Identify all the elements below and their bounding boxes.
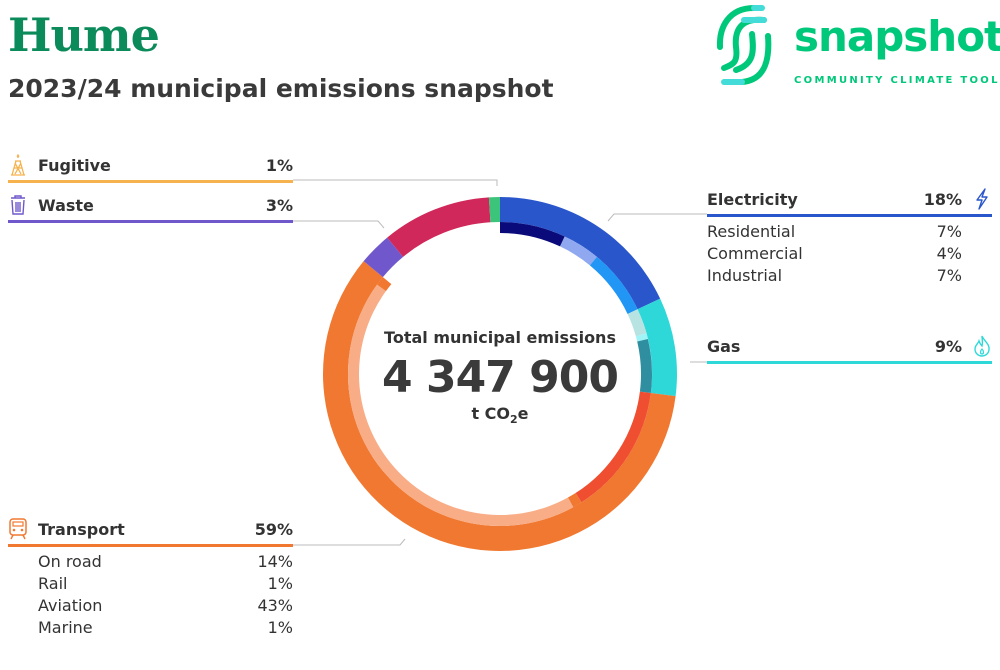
- donut-segment-gas: [637, 298, 677, 397]
- donut-segment-residential: [500, 222, 565, 247]
- lightning-icon: [976, 188, 988, 210]
- sub-label: Rail: [38, 574, 68, 593]
- sub-pct: 1%: [267, 574, 293, 593]
- sub-pct: 7%: [936, 222, 962, 241]
- total-label: Total municipal emissions: [384, 328, 616, 347]
- sub-label: Industrial: [707, 266, 783, 285]
- legend-sub-item: Aviation 43%: [8, 594, 293, 616]
- donut-segment-unlabeled: [387, 197, 491, 257]
- legend-pct: 1%: [265, 156, 293, 175]
- legend-pct: 9%: [934, 337, 962, 356]
- page-subtitle: 2023/24 municipal emissions snapshot: [8, 74, 554, 103]
- sub-pct: 4%: [936, 244, 962, 263]
- unit-suffix: e: [517, 404, 529, 423]
- donut-segment-waste: [363, 237, 404, 278]
- donut-segment-fugitive: [488, 197, 500, 223]
- donut-segment-unlabeled: [637, 338, 652, 394]
- legend-pct: 59%: [254, 520, 293, 539]
- legend-bar: [8, 180, 293, 183]
- unit-prefix: t CO: [471, 404, 511, 423]
- legend-label: Electricity: [707, 190, 798, 209]
- council-name: Hume: [8, 8, 160, 62]
- donut-segment-marine: [377, 277, 392, 292]
- legend-gas: Gas 9%: [707, 335, 992, 364]
- legend-sub-item: Industrial 7%: [707, 264, 992, 286]
- total-unit: t CO2e: [380, 404, 620, 426]
- unit-subscript: 2: [510, 413, 518, 427]
- total-value: 4 347 900: [382, 352, 619, 403]
- legend-label: Waste: [38, 196, 94, 215]
- logo-wordmark: snapshot: [794, 12, 1000, 61]
- snapshot-logo: snapshot COMMUNITY CLIMATE TOOL: [714, 2, 1000, 92]
- legend-bar: [707, 361, 992, 364]
- sub-pct: 14%: [257, 552, 293, 571]
- legend-transport: Transport 59% On road 14% Rail 1% Aviation…: [8, 518, 293, 638]
- legend-sub-item: Residential 7%: [707, 220, 992, 242]
- flame-icon: [974, 335, 990, 357]
- donut-segment-on-road: [575, 391, 651, 503]
- sub-label: On road: [38, 552, 102, 571]
- sub-label: Aviation: [38, 596, 103, 615]
- gas-flare-icon: [11, 154, 25, 176]
- logo-tagline: COMMUNITY CLIMATE TOOL: [794, 75, 1000, 86]
- legend-label: Gas: [707, 337, 741, 356]
- legend-sub-item: Marine 1%: [8, 616, 293, 638]
- sub-label: Commercial: [707, 244, 803, 263]
- donut-segment-electricity: [500, 197, 661, 310]
- donut-segment-industrial: [589, 256, 638, 314]
- legend-label: Fugitive: [38, 156, 111, 175]
- donut-segment-transport: [322, 261, 676, 552]
- legend-bar: [707, 214, 992, 217]
- legend-pct: 3%: [265, 196, 293, 215]
- legend-bar: [8, 220, 293, 223]
- sub-pct: 1%: [267, 618, 293, 637]
- connector-electricity: [607, 213, 707, 222]
- legend-sub-item: Rail 1%: [8, 572, 293, 594]
- donut-segment-commercial: [560, 236, 597, 266]
- donut-segment-rail: [567, 493, 582, 508]
- legend-bar: [8, 544, 293, 547]
- sub-pct: 7%: [936, 266, 962, 285]
- sub-label: Residential: [707, 222, 796, 241]
- legend-electricity: Electricity 18% Residential 7% Commercial…: [707, 188, 992, 286]
- trash-bin-icon: [11, 195, 25, 215]
- connector-transport: [293, 538, 406, 546]
- sub-pct: 43%: [257, 596, 293, 615]
- legend-sub-item: Commercial 4%: [707, 242, 992, 264]
- legend-label: Transport: [38, 520, 125, 539]
- donut-segment-unlabeled: [627, 309, 647, 337]
- train-icon: [9, 518, 27, 540]
- connector-waste: [293, 220, 385, 229]
- sub-label: Marine: [38, 618, 93, 637]
- legend-waste: Waste 3%: [8, 194, 293, 223]
- fingerprint-logo-icon: [716, 5, 772, 85]
- donut-segment-aviation: [348, 284, 574, 526]
- legend-sub-item: On road 14%: [8, 550, 293, 572]
- connector-fugitive: [293, 179, 498, 186]
- legend-fugitive: Fugitive 1%: [8, 154, 293, 183]
- donut-segment-unlabeled: [635, 333, 648, 342]
- legend-pct: 18%: [923, 190, 962, 209]
